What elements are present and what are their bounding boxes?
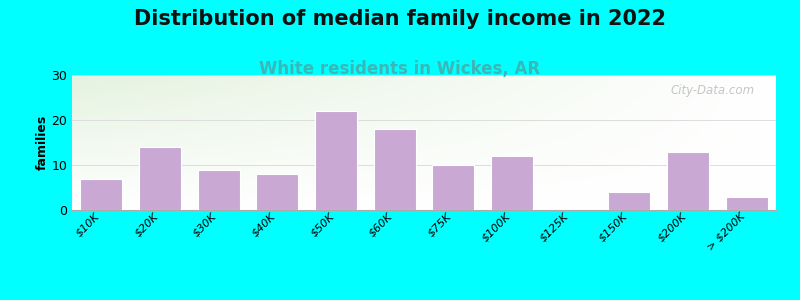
Bar (726, 196, 768, 210)
Text: Distribution of median family income in 2022: Distribution of median family income in … (134, 9, 666, 29)
Bar (139, 147, 181, 210)
Bar (667, 152, 709, 210)
Bar (256, 174, 298, 210)
Y-axis label: families: families (35, 115, 49, 170)
Bar (432, 165, 474, 210)
Bar (608, 192, 650, 210)
Text: City-Data.com: City-Data.com (670, 84, 755, 98)
Bar (80, 178, 122, 210)
Bar (315, 111, 357, 210)
Bar (491, 156, 533, 210)
Text: White residents in Wickes, AR: White residents in Wickes, AR (259, 60, 541, 78)
Bar (198, 169, 240, 210)
Bar (374, 129, 416, 210)
